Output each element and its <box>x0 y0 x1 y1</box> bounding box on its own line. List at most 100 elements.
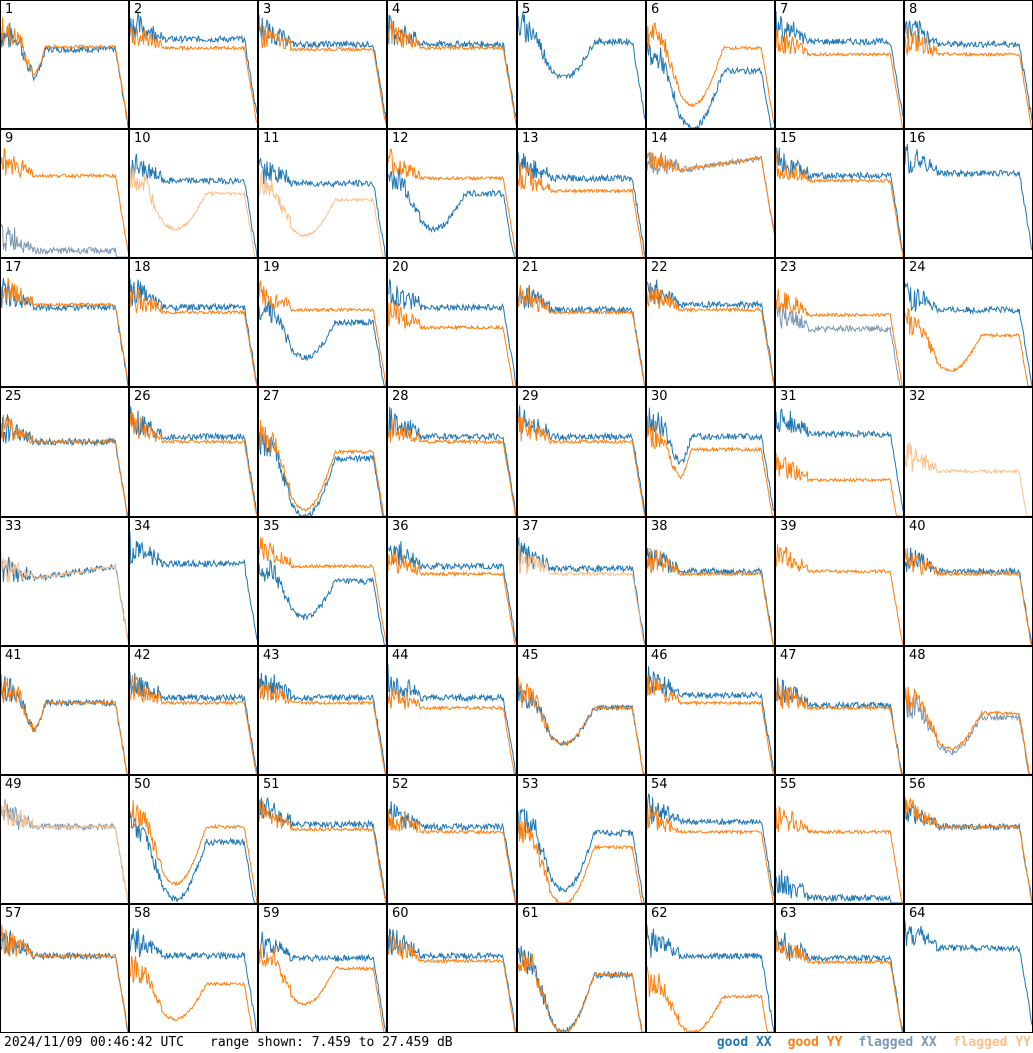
panel-number: 50 <box>134 777 151 792</box>
panel-plot <box>259 280 386 386</box>
yy-series-line <box>905 441 1032 516</box>
panel-42: 42 <box>129 646 258 775</box>
panel-57: 57 <box>0 904 129 1033</box>
panel-plot <box>388 14 516 125</box>
yy-series-line <box>259 680 386 774</box>
xx-series-line <box>130 153 257 257</box>
panel-plot <box>647 792 774 903</box>
panel-61: 61 <box>517 904 646 1033</box>
xx-series-line <box>518 151 645 257</box>
panel-number: 12 <box>392 131 409 146</box>
panel-plot <box>1 17 128 128</box>
xx-series-line <box>905 689 1032 774</box>
panel-2: 2 <box>129 0 258 129</box>
panel-plot <box>388 541 516 645</box>
xx-series-line <box>518 945 645 1032</box>
timestamp: 2024/11/09 00:46:42 UTC <box>4 1035 185 1050</box>
panel-39: 39 <box>775 517 904 646</box>
panel-16: 16 <box>904 129 1033 258</box>
yy-series-line <box>1 17 128 123</box>
yy-series-line <box>259 280 386 386</box>
panel-plot <box>388 407 516 516</box>
panel-6: 6 <box>646 0 775 129</box>
xx-series-line <box>1 556 128 640</box>
panel-plot <box>259 796 386 903</box>
panel-number: 58 <box>134 906 151 921</box>
yy-series-line <box>259 420 386 516</box>
panel-number: 53 <box>522 777 539 792</box>
xx-series-line <box>905 143 1032 251</box>
panel-number: 26 <box>134 389 151 404</box>
xx-series-line <box>130 406 257 515</box>
panel-63: 63 <box>775 904 904 1033</box>
xx-series-line <box>776 147 903 252</box>
panel-plot <box>130 672 257 774</box>
yy-series-line <box>388 934 516 1032</box>
panel-plot <box>388 801 516 903</box>
panel-number: 30 <box>651 389 668 404</box>
panel-8: 8 <box>904 0 1033 129</box>
panel-28: 28 <box>387 387 517 517</box>
panel-54: 54 <box>646 775 775 904</box>
xx-series-line <box>1 22 128 128</box>
yy-series-line <box>518 285 645 386</box>
xx-series-line <box>776 930 903 1032</box>
yy-series-line <box>259 945 386 1032</box>
yy-series-line <box>776 288 903 386</box>
panel-plot <box>1 552 128 642</box>
panel-number: 21 <box>522 260 539 275</box>
panel-20: 20 <box>387 258 517 387</box>
panel-52: 52 <box>387 775 517 904</box>
panel-4: 4 <box>387 0 517 129</box>
panel-plot <box>518 537 645 645</box>
yy-series-line <box>1 803 128 903</box>
yy-series-line <box>647 805 774 903</box>
panel-36: 36 <box>387 517 517 646</box>
panel-number: 62 <box>651 906 668 921</box>
panel-31: 31 <box>775 387 904 517</box>
yy-series-line <box>259 537 386 642</box>
panel-number: 2 <box>134 2 143 17</box>
panel-3: 3 <box>258 0 387 129</box>
panel-46: 46 <box>646 646 775 775</box>
panel-number: 4 <box>392 2 401 17</box>
yy-series-line <box>388 148 516 256</box>
yy-series-line <box>1 552 128 642</box>
panel-number: 46 <box>651 648 668 663</box>
panel-plot <box>518 676 645 774</box>
panel-number: 25 <box>5 389 22 404</box>
xx-series-line <box>647 279 774 382</box>
panel-number: 59 <box>263 906 280 921</box>
xx-series-line <box>130 532 257 640</box>
yy-series-line <box>518 950 645 1032</box>
panel-number: 36 <box>392 519 409 534</box>
xx-series-line <box>647 407 774 512</box>
panel-plot <box>776 408 903 516</box>
panel-number: 57 <box>5 906 22 921</box>
panel-number: 3 <box>263 2 272 17</box>
xx-series-line <box>259 14 386 121</box>
yy-series-line <box>647 548 774 645</box>
panel-29: 29 <box>517 387 646 517</box>
xx-series-line <box>388 541 516 643</box>
panel-number: 54 <box>651 777 668 792</box>
panel-plot <box>776 930 903 1032</box>
panel-number: 45 <box>522 648 539 663</box>
panel-plot <box>776 544 903 645</box>
panel-number: 51 <box>263 777 280 792</box>
panel-number: 5 <box>522 2 531 17</box>
legend-flagged-xx: flagged XX <box>858 1035 937 1050</box>
yy-series-line <box>647 966 774 1032</box>
panel-19: 19 <box>258 258 387 387</box>
panel-49: 49 <box>0 775 129 904</box>
xx-series-line <box>905 281 1032 386</box>
panel-plot <box>776 677 903 774</box>
yy-series-line <box>388 548 516 645</box>
yy-series-line <box>1 278 128 382</box>
panel-41: 41 <box>0 646 129 775</box>
panel-number: 48 <box>909 648 926 663</box>
xx-series-line <box>518 807 645 903</box>
legend: good XX good YY flagged XX flagged YY <box>717 1035 1031 1050</box>
xx-series-line <box>647 925 774 1032</box>
panel-plot <box>905 686 1032 774</box>
